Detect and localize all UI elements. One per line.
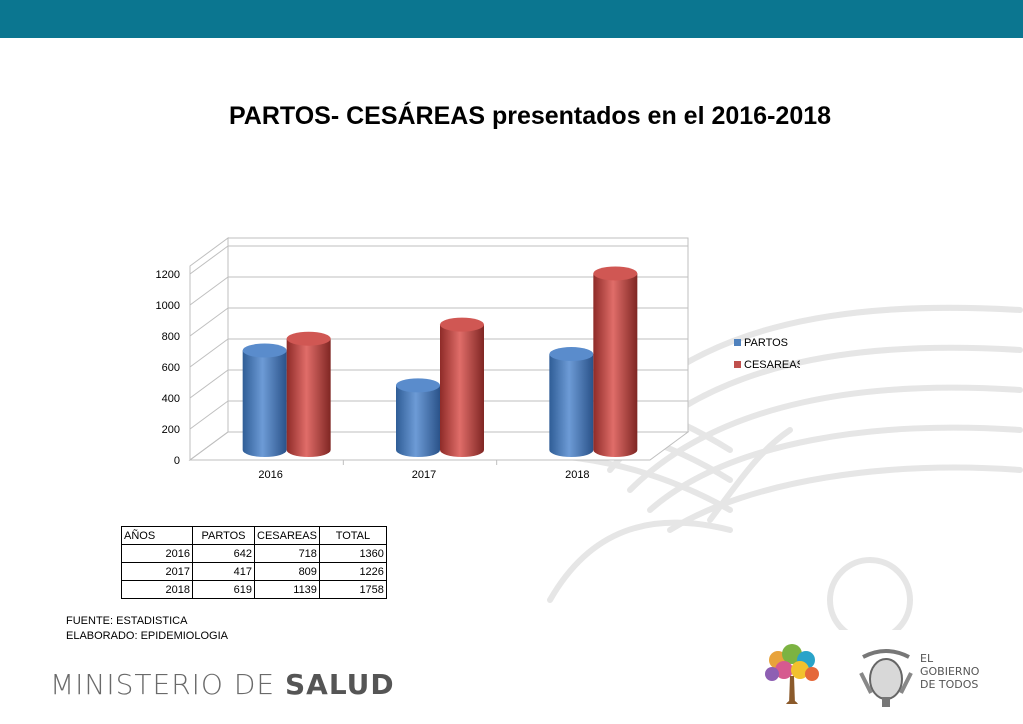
bar-cesareas-2017 (440, 317, 484, 457)
gridline-side (189, 307, 229, 337)
bar-cesareas-2016 (286, 331, 331, 457)
bar-top (286, 331, 331, 346)
bar-partos-2016 (242, 343, 287, 457)
table-header-cell: TOTAL (318, 526, 387, 545)
bar-body (440, 324, 484, 457)
gridline-side (189, 338, 229, 368)
ministry-text-bold: SALUD (285, 668, 395, 701)
elaborated-note: ELABORADO: EPIDEMIOLOGIA (66, 630, 228, 642)
table-cell: 417 (192, 562, 255, 581)
table-cell: 642 (192, 544, 255, 563)
gridline-side (189, 400, 229, 430)
bar-top (549, 347, 594, 362)
gov-text-line: DE TODOS (920, 678, 979, 691)
y-tick-label: 800 (162, 331, 180, 343)
bar-top (242, 343, 287, 358)
y-tick-label: 600 (162, 362, 180, 374)
bar-partos-2017 (396, 378, 440, 457)
table-cell: 718 (254, 544, 320, 563)
x-tick-label: 2017 (412, 469, 436, 481)
bar-top (396, 378, 440, 393)
table-row: 2016 642 718 1360 (121, 544, 387, 563)
bar-body (593, 273, 638, 457)
table-cell: 1758 (318, 580, 387, 599)
chart-side-wall (189, 237, 229, 461)
bar-body (242, 350, 287, 457)
y-tick-label: 1000 (156, 300, 180, 312)
y-tick-label: 0 (174, 455, 180, 467)
table-header-cell: AÑOS (121, 526, 193, 545)
government-logo-text: EL GOBIERNO DE TODOS (920, 652, 979, 691)
gridline-side (189, 369, 229, 399)
table-cell: 809 (254, 562, 320, 581)
ministry-logo-text: MINISTERIO DE SALUD (50, 668, 395, 701)
data-table: AÑOS PARTOS CESAREAS TOTAL 2016 642 718 … (121, 526, 387, 599)
gov-text-line: EL (920, 652, 934, 665)
table-header-cell: PARTOS (192, 526, 255, 545)
y-tick-label: 1200 (156, 269, 180, 281)
bar-body (396, 385, 440, 457)
legend-swatch (734, 361, 741, 368)
chart-bars (242, 266, 638, 457)
gov-text-line: GOBIERNO (920, 665, 980, 678)
y-tick-label: 200 (162, 424, 180, 436)
table-cell: 2018 (121, 580, 193, 599)
table-cell: 1226 (318, 562, 387, 581)
chart-title: PARTOS- CESÁREAS presentados en el 2016-… (228, 102, 832, 130)
bar-partos-2018 (549, 347, 594, 457)
gridline-side (189, 431, 229, 461)
table-header-row: AÑOS PARTOS CESAREAS TOTAL (121, 526, 387, 545)
x-tick-label: 2018 (565, 469, 589, 481)
x-tick-label: 2016 (258, 469, 282, 481)
gridline-side (189, 276, 229, 306)
bar-top (593, 266, 638, 281)
bar-body (549, 354, 594, 457)
bar-cesareas-2018 (593, 266, 638, 457)
top-banner (0, 0, 1023, 38)
table-row: 2017 417 809 1226 (121, 562, 387, 581)
bar-body (286, 338, 331, 457)
legend-swatch (734, 339, 741, 346)
tree-logo-icon (765, 644, 819, 704)
table-header-cell: CESAREAS (254, 526, 320, 545)
table-cell: 2017 (121, 562, 193, 581)
bar-chart-3d: 0 200 400 600 800 1000 1200 2016 2017 2018 PARTOS… (156, 237, 800, 481)
legend-label: PARTOS (744, 337, 788, 349)
source-note: FUENTE: ESTADISTICA (66, 615, 188, 627)
table-cell: 1139 (254, 580, 320, 599)
table-row: 2018 619 1139 1758 (121, 580, 387, 599)
table-cell: 2016 (121, 544, 193, 563)
ministry-text-light: MINISTERIO DE (50, 668, 285, 701)
gridline-side (189, 245, 229, 275)
table-cell: 1360 (318, 544, 387, 563)
table-cell: 619 (192, 580, 255, 599)
chart-labels: 0 200 400 600 800 1000 1200 2016 2017 2018 (156, 269, 590, 481)
y-tick-label: 400 (162, 393, 180, 405)
bar-top (440, 317, 484, 332)
chart-legend: PARTOS CESAREAS (734, 337, 800, 371)
national-shield-icon (859, 649, 913, 707)
legend-label: CESAREAS (744, 359, 800, 371)
